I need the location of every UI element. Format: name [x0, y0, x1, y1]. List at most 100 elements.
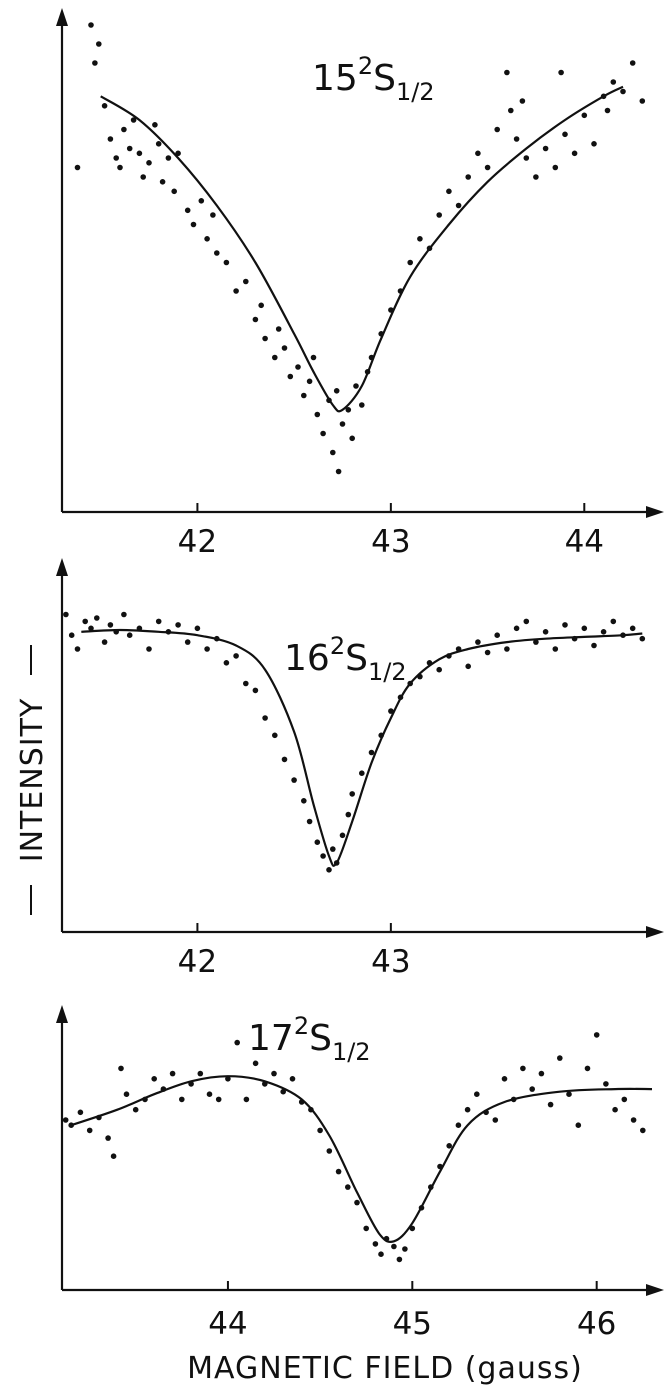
panel-17-data-point [105, 1135, 111, 1141]
panel-16-data-point [121, 611, 127, 618]
panel-17-data-point [640, 1127, 646, 1134]
panel-16-data-point [252, 687, 259, 694]
panel-15-data-point [591, 141, 597, 147]
panel-16-data-point [610, 618, 617, 625]
panel-17-data-point [123, 1091, 130, 1097]
panel-17-data-point [335, 1168, 342, 1175]
panel-15-data-point [204, 236, 210, 242]
panel-15-data-point [272, 354, 278, 361]
panel-15-data-point [310, 354, 317, 361]
panel-17-data-point [418, 1205, 425, 1211]
panel-17-data-point [188, 1081, 194, 1087]
panel-16-data-point [455, 646, 462, 652]
panel-16-data-point [126, 632, 133, 638]
panel-16-title-sub: 1/2 [368, 658, 407, 686]
panel-17-data-point [68, 1122, 74, 1128]
panel-15-data-point [243, 278, 249, 285]
panel-15-data-point [326, 397, 332, 404]
panel-16-data-point [436, 666, 443, 673]
panel-15-y-axis-arrow [56, 8, 68, 26]
panel-15-data-point [233, 288, 239, 294]
panel-17-data-point [280, 1088, 287, 1095]
panel-16-data-point [214, 635, 220, 642]
panel-16-data-point [175, 622, 181, 628]
panel-17-data-point [326, 1148, 333, 1154]
panel-16-data-point [426, 660, 433, 666]
panel-17-data-point [345, 1184, 351, 1190]
panel-15-data-point [107, 136, 114, 142]
panel-15-data-point [446, 188, 452, 195]
panel-15-data-point [152, 122, 158, 128]
panel-15-data-point [388, 307, 394, 313]
panel-15-data-point [295, 364, 301, 370]
panel-15-data-point [159, 179, 166, 185]
panel-17-data-point [402, 1246, 408, 1252]
panel-16-data-point [417, 673, 423, 680]
panel-17-title: 172S1/2 [248, 1012, 371, 1066]
panel-17-data-point [547, 1101, 554, 1108]
panel-15-data-point [353, 383, 359, 389]
panel-15-data-point [275, 326, 282, 332]
panel-15-data-point [542, 145, 549, 152]
panel-16-data-point [523, 618, 530, 625]
panel-16-x-tick-label: 42 [178, 944, 217, 980]
panel-15-data-point [339, 421, 346, 427]
panel-17-y-axis-arrow [56, 1005, 68, 1023]
panel-17-x-tick-label: 45 [393, 1306, 432, 1342]
panel-15-title-letter: S [373, 58, 396, 99]
panel-16-data-point [504, 646, 510, 652]
panel-15-data-point [258, 302, 265, 309]
panel-16-data-point [281, 756, 288, 763]
panel-16-title-main: 16 [284, 638, 330, 679]
panel-16-data-point [484, 649, 491, 656]
panel-15-data-point [639, 98, 646, 104]
panel-15-data-point [513, 136, 520, 142]
panel-16-data-point [326, 867, 332, 873]
panel-15-data-point [214, 250, 220, 256]
panel-17-data-point [529, 1086, 535, 1092]
panel-15-data-point [335, 468, 342, 475]
panel-15-data-point [117, 164, 123, 171]
panel-15-data-point [600, 93, 607, 100]
panel-15-data-point [494, 126, 501, 133]
panel-15-x-tick-label: 43 [371, 524, 410, 560]
panel-15-data-point [198, 198, 205, 204]
panel-17: 172S1/2 44 45 46 [56, 1005, 664, 1342]
panel-17-data-point [62, 1117, 69, 1123]
panel-15-data-point [508, 107, 514, 114]
panel-17-data-point [455, 1122, 462, 1128]
panel-16: 162S1/2 42 43 [56, 558, 664, 980]
x-axis-label: MAGNETIC FIELD (gauss) [187, 1351, 583, 1386]
panel-15-data-point [262, 335, 268, 342]
panel-17-data-point [584, 1065, 591, 1072]
panel-17-data-point [169, 1070, 176, 1077]
panel-15-data-point [96, 41, 102, 47]
panel-17-x-tick-label: 46 [577, 1306, 616, 1342]
panel-17-data-point [225, 1076, 231, 1082]
panel-15-data-point [562, 131, 568, 138]
panel-15-data-point [306, 378, 313, 385]
panel-16-title-sup: 2 [330, 632, 345, 660]
panel-16-data-point [494, 632, 501, 638]
panel-16-x-tick-label: 43 [371, 944, 410, 980]
panel-15-title: 152S1/2 [312, 52, 435, 106]
panel-15-data-point [320, 430, 326, 437]
panel-17-data-point [557, 1055, 563, 1061]
panel-16-points [63, 611, 646, 873]
panel-15-data-point [146, 160, 152, 166]
panel-15-x-axis-arrow [646, 506, 664, 518]
panel-17-data-point [510, 1096, 517, 1103]
panel-15-data-point [465, 174, 472, 180]
panel-17-data-point [77, 1109, 84, 1116]
panel-16-data-point [194, 625, 201, 632]
panel-16-data-point [639, 635, 646, 642]
panel-17-data-point [566, 1091, 572, 1097]
panel-15-data-point [155, 141, 162, 147]
panel-17-data-point [118, 1065, 124, 1072]
panel-16-data-point [184, 639, 191, 645]
panel-17-data-point [612, 1106, 618, 1113]
panel-16-data-point [136, 625, 143, 632]
panel-16-y-axis-arrow [56, 558, 68, 576]
panel-15-data-point [287, 373, 294, 380]
panel-17-data-point [603, 1081, 609, 1087]
